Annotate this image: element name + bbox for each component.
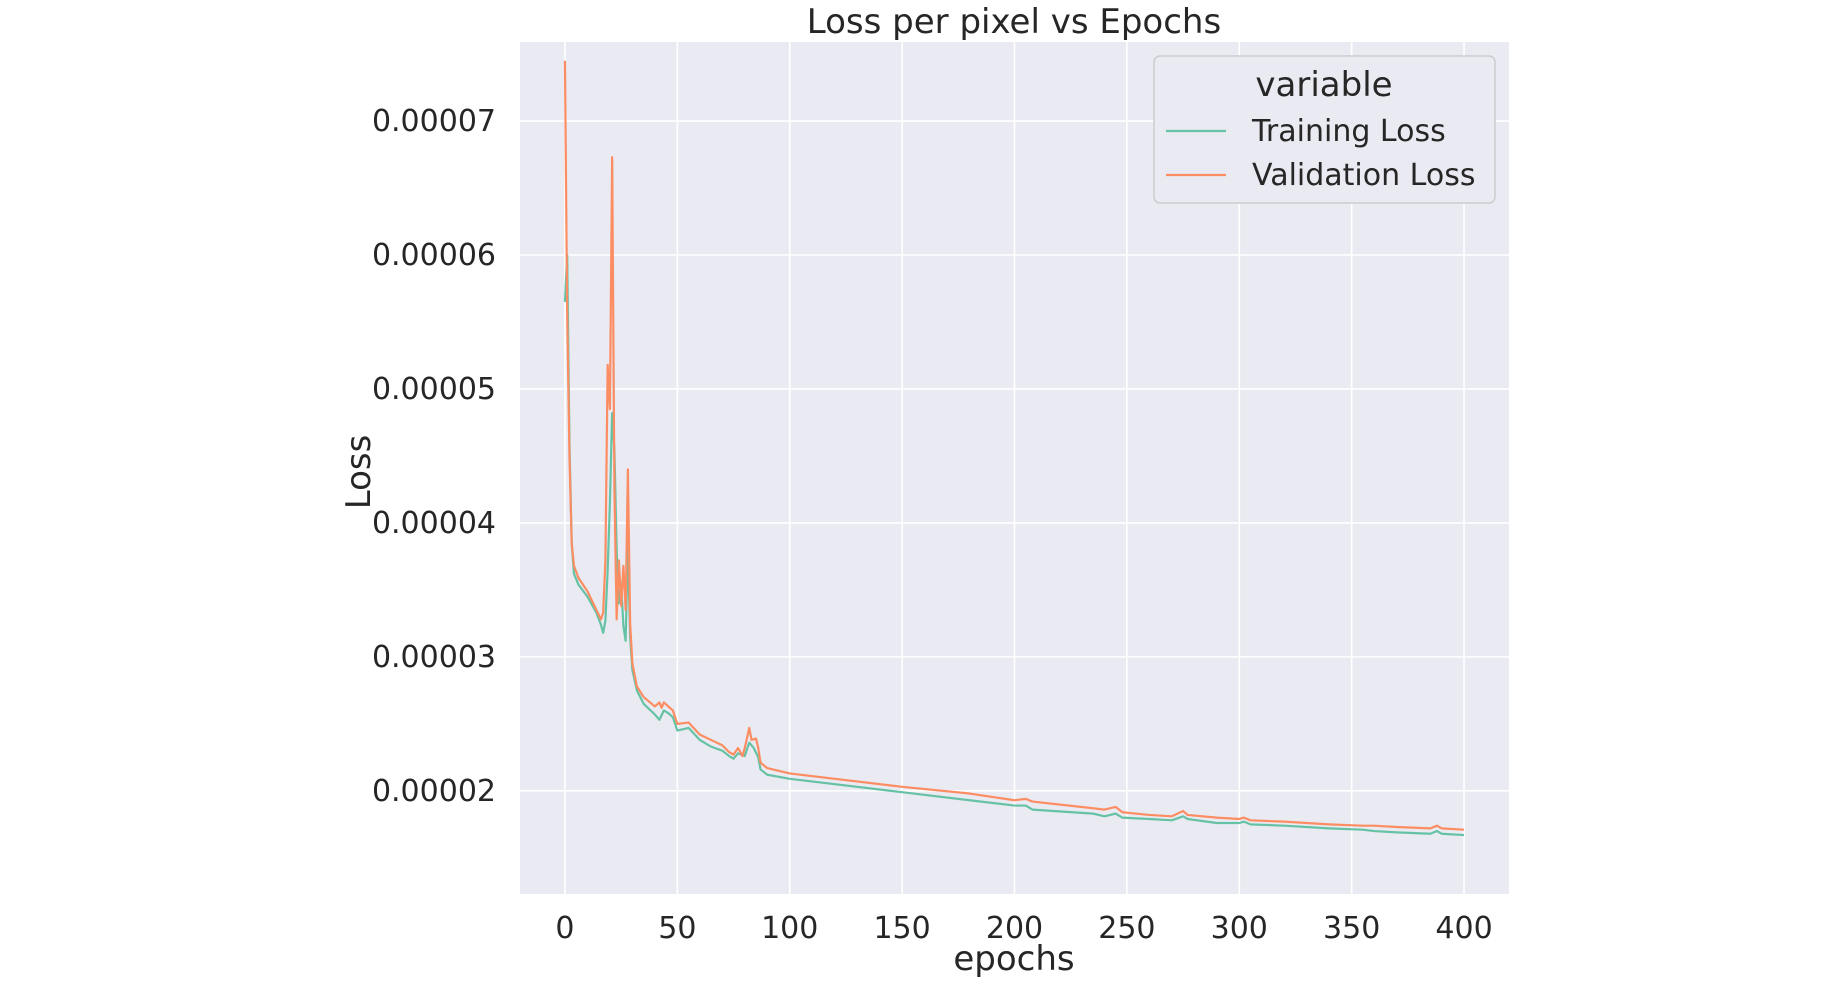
x-tick-label: 0 xyxy=(555,911,574,946)
y-tick-label: 0.00007 xyxy=(372,104,496,139)
x-tick-labels: 0 50 100 150 200 250 300 350 400 xyxy=(555,911,1492,946)
series-lines xyxy=(563,60,1465,837)
series-line-training xyxy=(563,253,1465,837)
legend-box xyxy=(1153,55,1496,204)
x-tick-label: 400 xyxy=(1435,911,1492,946)
x-tick-label: 100 xyxy=(761,911,818,946)
y-tick-label: 0.00005 xyxy=(372,372,496,407)
y-axis-label: Loss xyxy=(339,435,379,510)
y-tick-labels: 0.00002 0.00003 0.00004 0.00005 0.00006 0.000… xyxy=(372,104,496,809)
y-tick-label: 0.00003 xyxy=(372,640,496,675)
chart-title: Loss per pixel vs Epochs xyxy=(807,2,1221,42)
y-tick-label: 0.00006 xyxy=(372,238,496,273)
series-line-validation xyxy=(563,60,1465,831)
x-tick-label: 250 xyxy=(1098,911,1155,946)
legend-label-validation: Validation Loss xyxy=(1252,158,1475,193)
x-tick-label: 200 xyxy=(986,911,1043,946)
legend: variable Training Loss Validation Loss xyxy=(1153,55,1496,204)
x-tick-label: 300 xyxy=(1211,911,1268,946)
x-tick-label: 350 xyxy=(1323,911,1380,946)
y-tick-label: 0.00004 xyxy=(372,506,496,541)
x-tick-label: 50 xyxy=(658,911,696,946)
x-axis-label: epochs xyxy=(953,939,1074,979)
x-tick-label: 150 xyxy=(873,911,930,946)
legend-label-training: Training Loss xyxy=(1251,114,1446,149)
y-tick-label: 0.00002 xyxy=(372,774,496,809)
legend-title: variable xyxy=(1255,65,1392,105)
